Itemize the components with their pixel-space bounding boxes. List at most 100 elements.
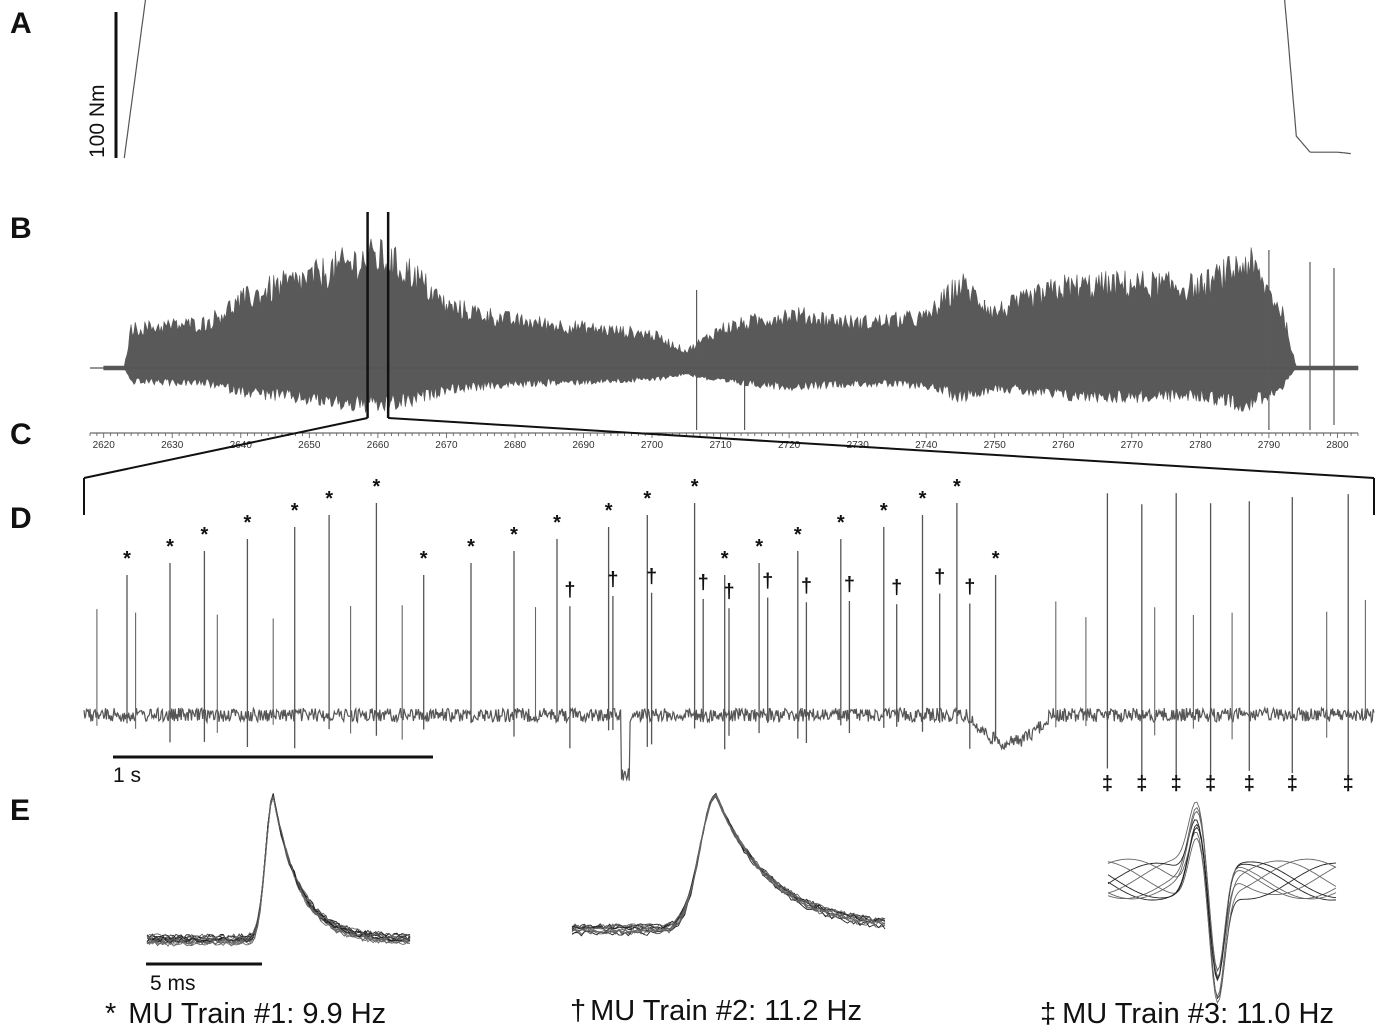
spike-train-3-marker: ‡ xyxy=(1102,773,1113,795)
panel-c-time-axis: 2620263026402650266026702680269027002710… xyxy=(89,432,1359,451)
waveform-trace xyxy=(146,793,411,947)
waveform-trace xyxy=(1107,837,1337,998)
waveform-trace xyxy=(571,796,886,930)
train-2-symbol: † xyxy=(570,995,586,1027)
spike-train-1-marker: * xyxy=(721,548,729,570)
time-axis-tick-label: 2620 xyxy=(93,440,116,451)
time-axis-tick-label: 2660 xyxy=(367,440,390,451)
spike-train-2-marker: † xyxy=(964,577,975,599)
time-axis-tick-label: 2680 xyxy=(504,440,527,451)
train-3-text: MU Train #3: 11.0 Hz xyxy=(1062,998,1334,1028)
time-axis-tick-label: 2790 xyxy=(1258,440,1281,451)
spike-train-1-marker: * xyxy=(291,500,299,522)
spike-lines xyxy=(96,493,1366,787)
waveform-trace xyxy=(146,793,411,941)
spike-train-1-marker: * xyxy=(643,488,651,510)
spike-train-1-marker: * xyxy=(373,476,381,498)
time-axis-tick-label: 2720 xyxy=(778,440,801,451)
spike-train-2-marker: † xyxy=(801,575,812,597)
spike-train-1-marker: * xyxy=(201,524,209,546)
time-scalebar-d-label: 1 s xyxy=(113,764,141,787)
spike-train-2-marker: † xyxy=(891,577,902,599)
panel-e-waveforms: 5 ms * MU Train #1: 9.9 Hz † MU Train #2: … xyxy=(105,792,1337,1028)
time-axis-tick-label: 2710 xyxy=(709,440,732,451)
spike-train-3-marker: ‡ xyxy=(1343,773,1354,795)
spike-train-2-marker: † xyxy=(698,572,709,594)
panel-b-emg xyxy=(90,212,1359,430)
panel-letter-c: C xyxy=(10,418,32,451)
time-axis-tick-label: 2650 xyxy=(298,440,321,451)
time-axis-tick-label: 2760 xyxy=(1052,440,1075,451)
spike-train-2-marker: † xyxy=(646,566,657,588)
spike-train-3-marker: ‡ xyxy=(1136,773,1147,795)
spike-train-1-marker: * xyxy=(325,488,333,510)
waveform-trace xyxy=(146,793,411,947)
time-axis-tick-label: 2630 xyxy=(161,440,184,451)
waveform-trace xyxy=(146,795,411,943)
spike-train-1-marker: * xyxy=(953,476,961,498)
time-axis-tick-label: 2690 xyxy=(572,440,595,451)
time-axis-tick-label: 2800 xyxy=(1326,440,1349,451)
panel-letter-a: A xyxy=(10,7,32,40)
spike-train-1-marker: * xyxy=(420,548,428,570)
spike-train-1-marker: * xyxy=(605,500,613,522)
spike-train-1-marker: * xyxy=(992,548,1000,570)
torque-scalebar-label: 100 Nm xyxy=(86,84,109,158)
spike-train-1-marker: * xyxy=(553,512,561,534)
waveform-trace xyxy=(571,794,886,930)
zoom-lines xyxy=(83,417,1375,515)
spike-train-2-marker: † xyxy=(844,574,855,596)
waveform-trace xyxy=(1107,832,1337,1004)
spike-train-2-marker: † xyxy=(934,567,945,589)
panel-a-torque: 100 Nm xyxy=(86,0,1351,159)
zoom-line-left xyxy=(83,417,368,479)
waveform-trace xyxy=(571,792,886,930)
waveform-trace xyxy=(571,796,886,932)
train-1-text: MU Train #1: 9.9 Hz xyxy=(128,998,386,1028)
train-2-label: † MU Train #2: 11.2 Hz xyxy=(570,995,862,1027)
waveform-trace xyxy=(571,792,886,929)
waveform-trace xyxy=(571,793,886,930)
zoom-line-right xyxy=(388,417,1375,479)
train-3-symbol: ‡ xyxy=(1040,998,1056,1028)
waveform-train-2 xyxy=(571,792,886,937)
spike-train-2-marker: † xyxy=(762,571,773,593)
spike-train-1-marker: * xyxy=(166,536,174,558)
spike-train-1-marker: * xyxy=(123,548,131,570)
panel-d-spike-trains: * * * * * * * * * * * * * * * * * * * * * * † † † † † † † † † † † ‡ ‡ ‡ ‡ ‡ ‡ ‡… xyxy=(83,476,1375,795)
spike-train-3-marker: ‡ xyxy=(1171,773,1182,795)
torque-trace xyxy=(123,0,1351,159)
spike-markers: * * * * * * * * * * * * * * * * * * * * * * † † † † † † † † † † † ‡ ‡ ‡ ‡ ‡ ‡ ‡ xyxy=(123,476,1354,795)
time-axis-tick-label: 2700 xyxy=(641,440,664,451)
spike-train-2-marker: † xyxy=(723,581,734,603)
panel-letter-d: D xyxy=(10,502,32,535)
spike-train-1-marker: * xyxy=(919,488,927,510)
waveform-trace xyxy=(1107,810,1337,972)
spike-train-1-marker: * xyxy=(837,512,845,534)
spike-train-2-marker: † xyxy=(607,569,618,591)
waveform-trace xyxy=(146,795,411,943)
spike-train-1-marker: * xyxy=(794,524,802,546)
spike-train-3-marker: ‡ xyxy=(1244,773,1255,795)
train-1-symbol: * xyxy=(105,998,116,1028)
spike-train-3-marker: ‡ xyxy=(1287,773,1298,795)
waveform-trace xyxy=(571,794,886,934)
train-3-label: ‡ MU Train #3: 11.0 Hz xyxy=(1040,998,1334,1028)
spike-train-1-marker: * xyxy=(880,500,888,522)
train-1-label: * MU Train #1: 9.9 Hz xyxy=(105,998,386,1028)
waveform-trace xyxy=(146,793,411,940)
time-axis-tick-label: 2770 xyxy=(1121,440,1144,451)
spike-train-3-marker: ‡ xyxy=(1205,773,1216,795)
waveform-trace xyxy=(1107,807,1337,972)
train-2-text: MU Train #2: 11.2 Hz xyxy=(590,995,862,1027)
waveform-trace xyxy=(146,793,411,943)
spike-train-1-marker: * xyxy=(691,476,699,498)
emg-envelope xyxy=(103,238,1359,413)
time-axis-tick-label: 2780 xyxy=(1189,440,1212,451)
waveform-trace xyxy=(1107,826,1337,982)
waveform-trace xyxy=(146,793,411,945)
waveform-train-3 xyxy=(1107,801,1337,1004)
spike-train-1-marker: * xyxy=(244,512,252,534)
time-axis-tick-label: 2740 xyxy=(915,440,938,451)
